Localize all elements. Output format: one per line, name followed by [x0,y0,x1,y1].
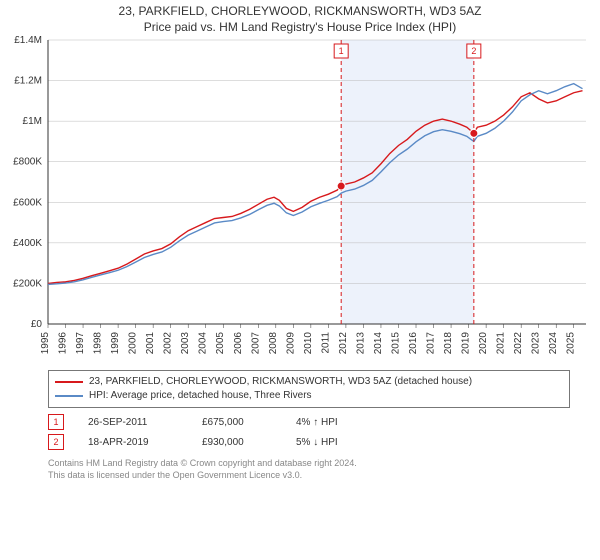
svg-text:£200K: £200K [13,278,42,289]
svg-text:2021: 2021 [496,332,507,355]
svg-text:£1.2M: £1.2M [14,76,42,87]
svg-text:1999: 1999 [110,332,121,355]
svg-text:2025: 2025 [566,332,577,355]
sale-pct-2: 5% ↓ HPI [296,437,338,448]
title-address: 23, PARKFIELD, CHORLEYWOOD, RICKMANSWORT… [0,4,600,18]
svg-text:£1.4M: £1.4M [14,35,42,46]
svg-text:£400K: £400K [13,238,42,249]
svg-text:2022: 2022 [513,332,524,355]
svg-text:2020: 2020 [478,332,489,355]
svg-text:2019: 2019 [461,332,472,355]
svg-text:2: 2 [471,46,476,56]
chart-area: £0 £200K £400K £600K £800K £1M £1.2M £1.4M 1995 1… [0,34,600,364]
chart-titles: 23, PARKFIELD, CHORLEYWOOD, RICKMANSWORT… [0,0,600,34]
legend: 23, PARKFIELD, CHORLEYWOOD, RICKMANSWORT… [48,370,570,408]
svg-text:1996: 1996 [58,332,69,355]
svg-text:2024: 2024 [548,332,559,355]
legend-label-2: HPI: Average price, detached house, Thre… [89,389,312,403]
sales-table: 1 26-SEP-2011 £675,000 4% ↑ HPI 2 18-APR… [48,412,570,452]
svg-text:2007: 2007 [250,332,261,355]
svg-text:2006: 2006 [233,332,244,355]
sale-row-1: 1 26-SEP-2011 £675,000 4% ↑ HPI [48,412,570,432]
svg-text:2023: 2023 [531,332,542,355]
sale-date-2: 18-APR-2019 [88,437,178,448]
legend-swatch-1 [55,381,83,383]
svg-text:£0: £0 [31,319,43,330]
svg-text:£600K: £600K [13,197,42,208]
legend-label-1: 23, PARKFIELD, CHORLEYWOOD, RICKMANSWORT… [89,375,472,389]
svg-text:2005: 2005 [215,332,226,355]
svg-text:1998: 1998 [93,332,104,355]
svg-text:£1M: £1M [23,116,42,127]
svg-text:1997: 1997 [75,332,86,355]
svg-text:2008: 2008 [268,332,279,355]
svg-text:1995: 1995 [40,332,51,355]
legend-swatch-2 [55,395,83,397]
svg-text:2001: 2001 [145,332,156,355]
line-chart: £0 £200K £400K £600K £800K £1M £1.2M £1.4M 1995 1… [0,34,600,364]
attribution: Contains HM Land Registry data © Crown c… [48,458,570,481]
attribution-line1: Contains HM Land Registry data © Crown c… [48,458,570,470]
svg-text:2018: 2018 [443,332,454,355]
sale-pct-1: 4% ↑ HPI [296,417,338,428]
attribution-line2: This data is licensed under the Open Gov… [48,470,570,482]
svg-text:2012: 2012 [338,332,349,355]
sale-badge-2: 2 [48,434,64,450]
svg-text:2004: 2004 [198,332,209,355]
svg-text:2009: 2009 [285,332,296,355]
svg-text:2003: 2003 [180,332,191,355]
svg-text:£800K: £800K [13,157,42,168]
svg-text:2000: 2000 [128,332,139,355]
sale-date-1: 26-SEP-2011 [88,417,178,428]
sale-price-2: £930,000 [202,437,272,448]
svg-text:2014: 2014 [373,332,384,355]
svg-text:2013: 2013 [355,332,366,355]
svg-text:2002: 2002 [163,332,174,355]
svg-text:2015: 2015 [390,332,401,355]
legend-row-1: 23, PARKFIELD, CHORLEYWOOD, RICKMANSWORT… [55,375,563,389]
sale-row-2: 2 18-APR-2019 £930,000 5% ↓ HPI [48,432,570,452]
sale-price-1: £675,000 [202,417,272,428]
legend-row-2: HPI: Average price, detached house, Thre… [55,389,563,403]
svg-text:2010: 2010 [303,332,314,355]
sale-badge-1: 1 [48,414,64,430]
svg-text:2011: 2011 [320,332,331,354]
svg-text:1: 1 [339,46,344,56]
title-subtitle: Price paid vs. HM Land Registry's House … [0,20,600,34]
svg-text:2016: 2016 [408,332,419,355]
svg-text:2017: 2017 [426,332,437,355]
